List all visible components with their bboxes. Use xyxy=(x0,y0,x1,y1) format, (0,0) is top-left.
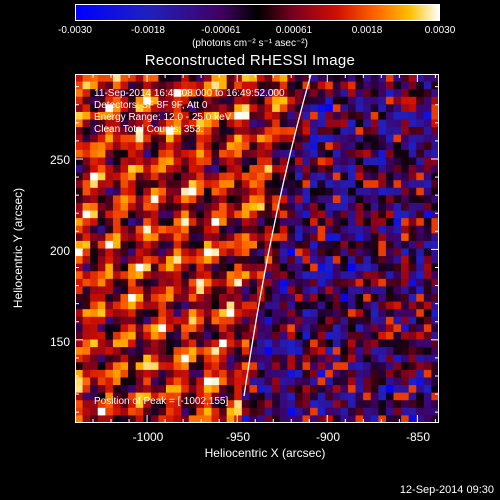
colorbar-tick-label: -0.0018 xyxy=(131,25,165,36)
info-time-range: 11-Sep-2014 16:49:08.000 to 16:49:52.000 xyxy=(94,88,285,99)
x-axis-label: Heliocentric X (arcsec) xyxy=(204,446,326,460)
rhessi-image-plot xyxy=(75,74,439,423)
x-tick-label: -900 xyxy=(315,430,341,444)
colorbar-units: (photons cm⁻² s⁻¹ asec⁻²) xyxy=(192,38,308,49)
y-tick-label: 200 xyxy=(49,244,70,258)
x-tick-label: -950 xyxy=(225,430,251,444)
plot-title: Reconstructed RHESSI Image xyxy=(144,52,356,69)
y-axis-label: Heliocentric Y (arcsec) xyxy=(11,187,25,309)
axis-ticks xyxy=(75,74,439,423)
image-pixels xyxy=(75,74,439,423)
info-energy-range: Energy Range: 12.0 - 25.0 keV xyxy=(94,112,232,123)
timestamp: 12-Sep-2014 09:30 xyxy=(399,484,494,496)
x-tick-label: -1000 xyxy=(132,430,164,444)
peak-position: Position of Peak = [-1002,155] xyxy=(94,396,229,407)
colorbar xyxy=(75,4,440,21)
y-tick-label: 150 xyxy=(49,335,70,349)
solar-limb-curve xyxy=(243,74,312,397)
colorbar-tick-label: 0.00061 xyxy=(275,25,313,36)
info-total-counts: Clean Total Counts: 353. xyxy=(94,124,204,135)
y-tick-label: 250 xyxy=(49,153,70,167)
colorbar-tick-label: 0.0030 xyxy=(424,25,456,36)
colorbar-tick-label: -0.0030 xyxy=(58,25,92,36)
plot-border xyxy=(75,74,439,423)
colorbar-tick-label: 0.0018 xyxy=(351,25,383,36)
x-tick-label: -850 xyxy=(405,430,431,444)
colorbar-tick-label: -0.00061 xyxy=(201,25,241,36)
info-detectors: Detectors: 3F 8F 9F, Att 0 xyxy=(94,100,208,111)
